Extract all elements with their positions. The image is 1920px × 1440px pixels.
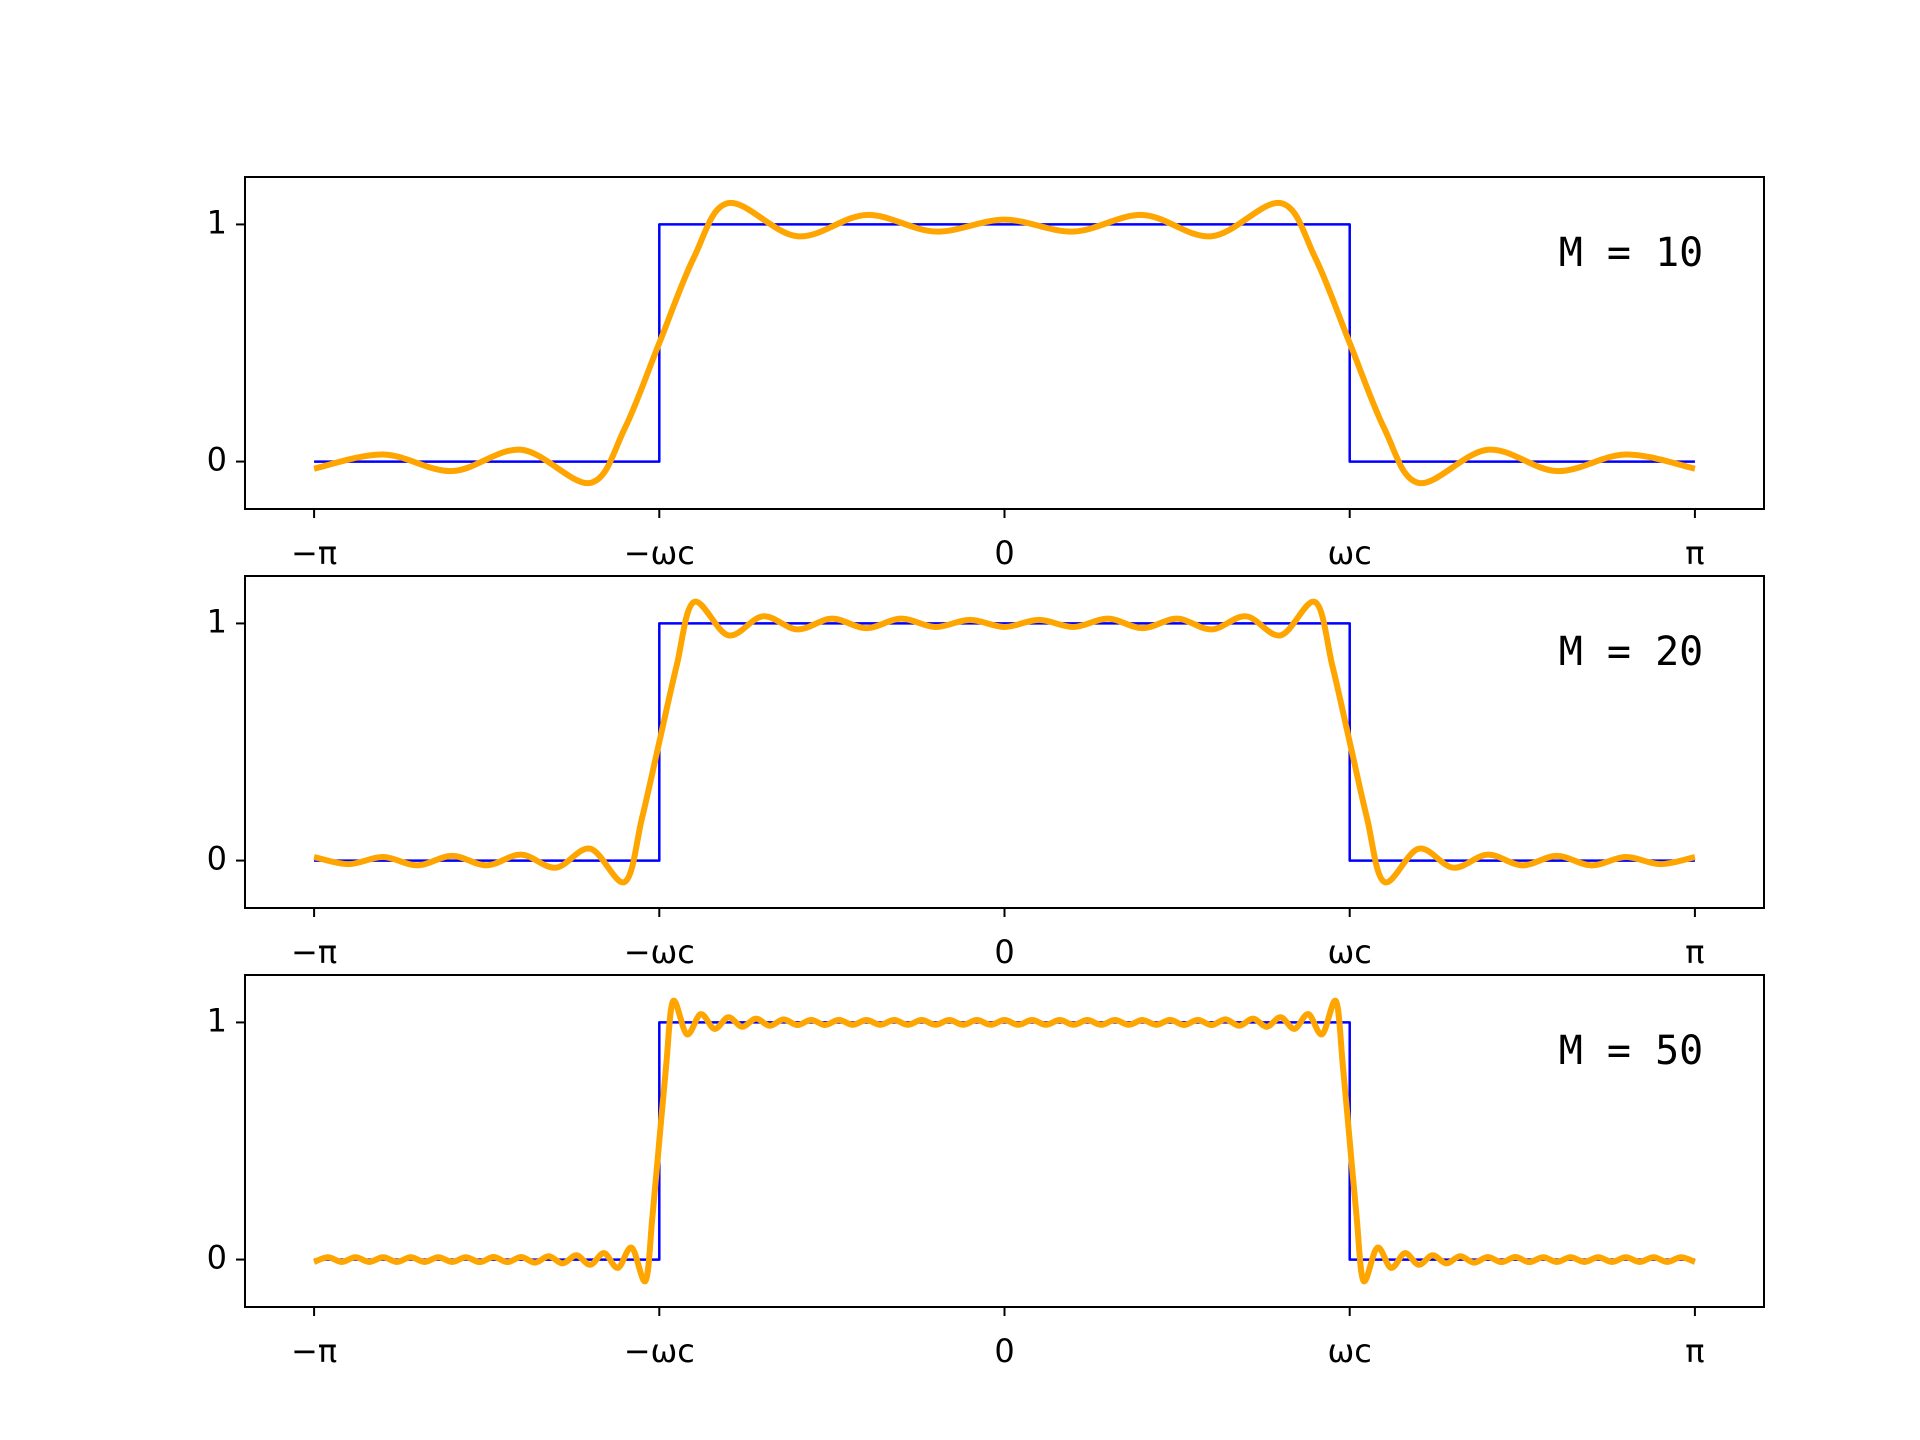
series-line <box>314 223 1695 463</box>
y-tick-label: 0 <box>207 441 227 479</box>
annotation: M = 50 <box>1559 1028 1704 1074</box>
x-tick-label: ωc <box>1328 1332 1372 1370</box>
x-tick-label: −π <box>291 1332 337 1370</box>
x-tick-label: 0 <box>994 1332 1014 1370</box>
annotation: M = 20 <box>1559 629 1704 675</box>
series-line <box>312 997 1697 1285</box>
x-tick-label: π <box>1685 1332 1704 1370</box>
x-tick-label: −π <box>291 933 337 971</box>
x-tick-label: ωc <box>1328 933 1372 971</box>
axes-frame <box>244 176 1765 510</box>
series-line <box>313 200 1696 486</box>
x-tick-label: −ωc <box>624 534 695 572</box>
series-line <box>314 1021 1695 1261</box>
x-tick-label: −π <box>291 534 337 572</box>
x-tick-label: −ωc <box>624 933 695 971</box>
x-tick-label: π <box>1685 534 1704 572</box>
y-tick-label: 1 <box>207 1001 227 1039</box>
x-tick-label: −ωc <box>624 1332 695 1370</box>
series-line <box>313 598 1696 886</box>
y-tick-label: 1 <box>207 602 227 640</box>
y-tick-label: 0 <box>207 1239 227 1277</box>
y-tick-label: 1 <box>207 203 227 241</box>
x-tick-label: 0 <box>994 933 1014 971</box>
annotation: M = 10 <box>1559 230 1704 276</box>
y-tick-label: 0 <box>207 840 227 878</box>
x-tick-label: 0 <box>994 534 1014 572</box>
x-tick-label: ωc <box>1328 534 1372 572</box>
x-tick-label: π <box>1685 933 1704 971</box>
series-line <box>314 622 1695 862</box>
